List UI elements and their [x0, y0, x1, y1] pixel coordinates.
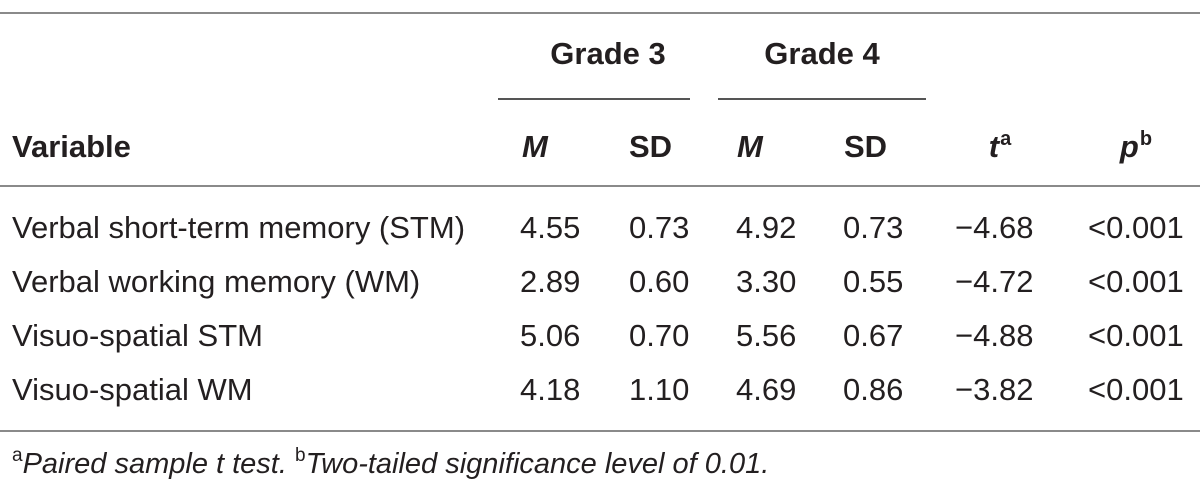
- row-m-grade4: 5.56: [736, 318, 797, 353]
- row-sd-grade4: 0.67: [843, 318, 904, 353]
- row-p: <0.001: [1088, 264, 1184, 299]
- row-sd-grade4: 0.73: [843, 210, 904, 245]
- footnote-a-text: Paired sample t test.: [22, 448, 287, 480]
- p-symbol: p: [1119, 129, 1139, 164]
- row-t: −4.68: [955, 210, 1034, 245]
- footnote-a-marker: a: [12, 445, 23, 466]
- row-m-grade3: 2.89: [520, 264, 581, 299]
- column-header-sd-grade3: SD: [629, 129, 673, 164]
- group-header-grade4: Grade 4: [764, 36, 880, 71]
- footnote-b-marker: b: [294, 445, 306, 466]
- row-sd-grade3: 1.10: [629, 372, 690, 407]
- table-footnote: aPaired sample t test. bTwo-tailed signi…: [12, 445, 770, 481]
- row-t: −3.82: [955, 372, 1034, 407]
- row-sd-grade3: 0.73: [629, 210, 690, 245]
- table-bottom-rule: [0, 430, 1200, 432]
- row-t: −4.88: [955, 318, 1034, 353]
- row-m-grade4: 4.69: [736, 372, 797, 407]
- t-superscript: a: [1000, 128, 1012, 150]
- row-p: <0.001: [1088, 372, 1184, 407]
- row-variable: Visuo-spatial WM: [12, 372, 253, 407]
- row-m-grade3: 5.06: [520, 318, 581, 353]
- row-m-grade3: 4.18: [520, 372, 581, 407]
- column-header-sd-grade4: SD: [844, 129, 888, 164]
- row-p: <0.001: [1088, 210, 1184, 245]
- row-p: <0.001: [1088, 318, 1184, 353]
- grade3-underline: [498, 98, 690, 100]
- row-m-grade4: 3.30: [736, 264, 797, 299]
- column-header-variable: Variable: [12, 129, 131, 164]
- t-symbol: t: [988, 129, 1000, 164]
- row-variable: Visuo-spatial STM: [12, 318, 263, 353]
- row-variable: Verbal short-term memory (STM): [12, 210, 466, 245]
- row-sd-grade4: 0.55: [843, 264, 904, 299]
- p-superscript: b: [1139, 128, 1153, 150]
- row-t: −4.72: [955, 264, 1034, 299]
- footnote-b-text: Two-tailed significance level of 0.01.: [305, 448, 770, 480]
- row-sd-grade3: 0.60: [629, 264, 690, 299]
- group-header-grade3: Grade 3: [550, 36, 666, 71]
- table-top-rule: [0, 12, 1200, 14]
- row-m-grade4: 4.92: [736, 210, 797, 245]
- row-sd-grade3: 0.70: [629, 318, 690, 353]
- column-header-m-grade4: M: [737, 129, 763, 164]
- column-header-t: ta: [989, 129, 1011, 165]
- column-header-m-grade3: M: [522, 129, 548, 164]
- row-variable: Verbal working memory (WM): [12, 264, 421, 299]
- column-header-p: pb: [1120, 129, 1152, 165]
- row-m-grade3: 4.55: [520, 210, 581, 245]
- grade4-underline: [718, 98, 926, 100]
- table-header-rule: [0, 185, 1200, 187]
- row-sd-grade4: 0.86: [843, 372, 904, 407]
